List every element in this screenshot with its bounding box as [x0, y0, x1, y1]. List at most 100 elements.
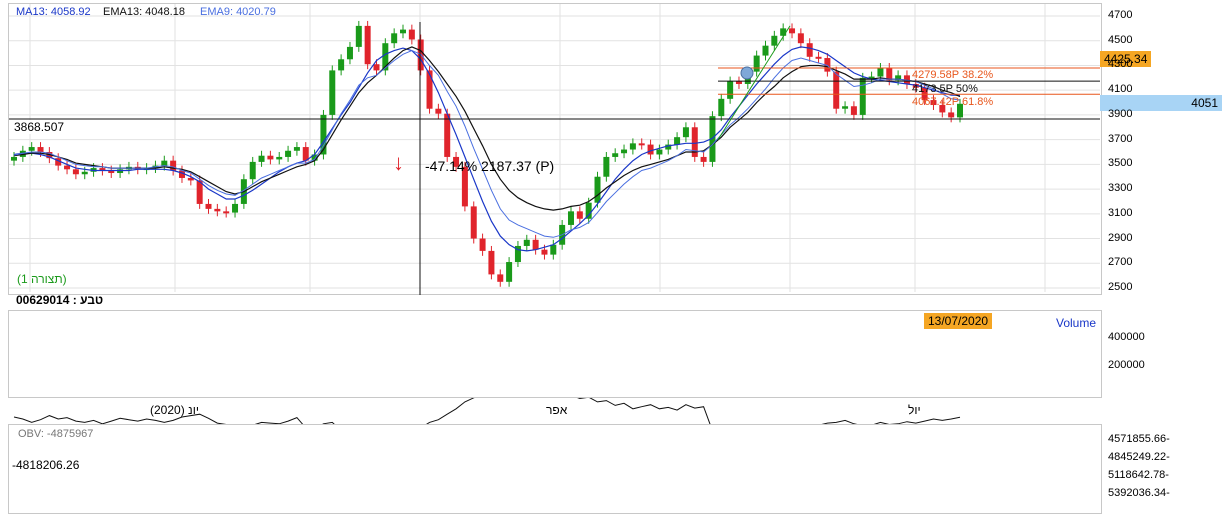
price-tick-2700: 2700 [1108, 256, 1133, 269]
chart-config-label: (תצורה 1) [17, 272, 67, 286]
candle-body-84 [753, 55, 760, 72]
candle-body-10 [99, 168, 106, 171]
candle-body-8 [81, 171, 88, 175]
candle-body-74 [665, 144, 672, 150]
badge-price: 4425.34 [1100, 51, 1152, 67]
candle-body-42 [382, 43, 389, 71]
candle-body-27 [249, 161, 256, 180]
candle-body-82 [735, 81, 742, 84]
candle-body-7 [72, 169, 79, 175]
price-tick-2500: 2500 [1108, 281, 1133, 293]
price-tick-4100: 4100 [1108, 83, 1133, 96]
candle-body-2 [28, 147, 35, 151]
fib-level-382: 4279.58P 38.2% [912, 69, 994, 81]
candle-body-41 [373, 64, 380, 71]
candle-body-25 [232, 203, 239, 213]
x-label-apr: אפר [546, 403, 568, 417]
candle-body-45 [408, 29, 415, 40]
obv-tick-1: 4571855.66- [1108, 433, 1170, 445]
volume-tick-400k: 400000 [1108, 331, 1145, 343]
candle-body-107 [957, 103, 963, 118]
obv-tick-4: 5392036.34- [1108, 487, 1170, 499]
fib-anchor-icon [740, 66, 754, 80]
candle-body-29 [267, 155, 274, 160]
candle-body-17 [161, 160, 168, 166]
price-tick-2900: 2900 [1108, 231, 1133, 244]
candle-body-52 [470, 206, 477, 239]
price-tick-3700: 3700 [1108, 132, 1133, 145]
candle-body-20 [187, 177, 194, 181]
candle-body-47 [426, 70, 433, 109]
candle-body-5 [55, 158, 62, 166]
candle-body-40 [364, 25, 371, 65]
obv-tick-2: 4845249.22- [1108, 451, 1170, 463]
candle-body-97 [868, 76, 875, 79]
price-tick-3900: 3900 [1108, 107, 1133, 120]
obv-tick-3: 5118642.78- [1108, 469, 1169, 481]
candle-body-88 [789, 28, 796, 34]
ma13-line [13, 46, 961, 252]
candle-body-106 [948, 112, 955, 118]
candle-body-61 [550, 244, 557, 255]
candle-body-96 [859, 77, 866, 115]
candle-body-39 [355, 25, 362, 47]
candle-body-73 [656, 149, 663, 155]
candle-body-85 [762, 45, 769, 56]
obv-panel[interactable] [8, 424, 1102, 514]
candle-body-75 [674, 137, 681, 145]
candle-body-77 [691, 127, 698, 157]
candle-body-87 [780, 28, 787, 36]
candle-body-49 [444, 113, 451, 157]
candle-body-76 [682, 127, 689, 138]
candle-body-58 [523, 239, 530, 246]
candle-body-33 [302, 147, 309, 161]
volume-title: Volume [1056, 316, 1097, 330]
candle-body-59 [532, 239, 539, 250]
candle-body-11 [108, 170, 115, 174]
candle-body-53 [479, 238, 486, 251]
ema13-line [13, 46, 961, 211]
candle-body-22 [205, 203, 212, 209]
candle-body-21 [196, 180, 203, 204]
candle-body-95 [850, 106, 857, 115]
candle-body-91 [815, 56, 822, 59]
candle-body-1 [19, 150, 26, 157]
volume-tick-200k: 200000 [1108, 359, 1145, 371]
candle-body-65 [585, 202, 592, 219]
candle-body-67 [603, 156, 610, 177]
candle-body-28 [258, 155, 265, 162]
candle-body-12 [117, 169, 124, 174]
candle-body-104 [930, 100, 937, 106]
candle-body-86 [771, 35, 778, 46]
candle-body-6 [64, 165, 71, 170]
candle-body-51 [461, 166, 468, 207]
candle-body-81 [727, 81, 734, 99]
candle-body-100 [895, 75, 902, 81]
candle-body-69 [621, 149, 628, 154]
candle-body-63 [567, 211, 574, 225]
candle-body-66 [594, 176, 601, 203]
candle-body-94 [842, 106, 849, 109]
volume-panel[interactable] [8, 310, 1102, 398]
fib-level-618: 4067.42P 61.8% [912, 96, 994, 108]
price-tick-4700: 4700 [1108, 9, 1133, 21]
candle-body-38 [346, 46, 353, 60]
candle-body-37 [338, 59, 345, 71]
candle-body-3 [37, 147, 44, 152]
current-price-tag: 4051 [1100, 95, 1222, 111]
candle-body-70 [629, 143, 636, 150]
price-crosshair-label: 3868.507 [12, 120, 67, 134]
candle-body-35 [320, 114, 327, 155]
date-badge: 13/07/2020 [924, 313, 993, 329]
candle-body-23 [214, 208, 221, 212]
candle-body-32 [293, 147, 300, 151]
ema9-line [13, 50, 961, 238]
candle-body-102 [912, 84, 919, 88]
candle-body-31 [285, 150, 292, 157]
candle-body-60 [541, 249, 548, 255]
x-label-jun: יונ (2020) [150, 403, 199, 417]
obv-crosshair-label: -4818206.26 [12, 458, 80, 472]
fib-trend-line [717, 25, 791, 140]
candle-body-101 [903, 75, 910, 84]
price-tick-4300: 4300 [1108, 58, 1133, 71]
